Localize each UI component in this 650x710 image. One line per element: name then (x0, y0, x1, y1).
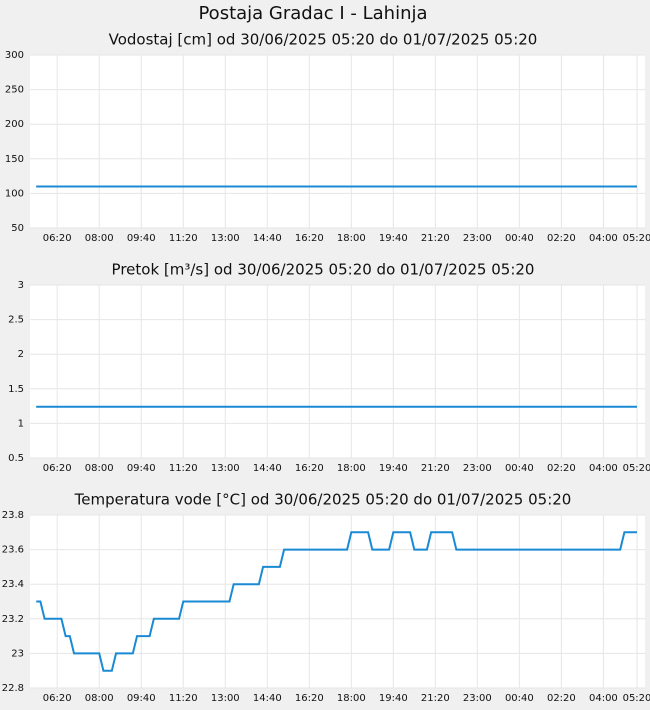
y-tick-label: 150 (5, 154, 24, 165)
x-tick-label: 06:20 (43, 463, 72, 474)
chart-title: Temperatura vode [°C] od 30/06/2025 05:2… (74, 491, 572, 509)
y-tick-label: 0.5 (8, 453, 24, 464)
y-tick-label: 50 (11, 223, 24, 234)
x-tick-label: 05:20 (623, 233, 650, 244)
x-tick-label: 06:20 (43, 693, 72, 704)
x-tick-label: 09:40 (127, 463, 156, 474)
y-tick-label: 3 (18, 280, 24, 291)
x-tick-label: 09:40 (127, 693, 156, 704)
x-tick-label: 23:00 (463, 463, 492, 474)
x-tick-label: 00:40 (505, 693, 534, 704)
x-tick-label: 04:00 (589, 693, 618, 704)
x-tick-label: 13:00 (211, 463, 240, 474)
x-tick-label: 21:20 (421, 693, 450, 704)
x-tick-label: 14:40 (253, 233, 282, 244)
x-tick-label: 11:20 (169, 463, 198, 474)
x-tick-label: 13:00 (211, 233, 240, 244)
y-tick-label: 1 (18, 418, 24, 429)
y-tick-label: 1.5 (8, 384, 24, 395)
y-tick-label: 300 (5, 50, 24, 61)
x-tick-label: 19:40 (379, 693, 408, 704)
x-tick-label: 09:40 (127, 233, 156, 244)
x-tick-label: 16:20 (295, 233, 324, 244)
x-tick-label: 16:20 (295, 463, 324, 474)
x-tick-label: 04:00 (589, 233, 618, 244)
x-tick-label: 19:40 (379, 463, 408, 474)
x-tick-label: 08:00 (85, 463, 114, 474)
x-tick-label: 05:20 (623, 463, 650, 474)
data-line (36, 531, 637, 672)
x-tick-label: 08:00 (85, 693, 114, 704)
y-tick-label: 22.8 (2, 683, 24, 694)
x-tick-label: 13:00 (211, 693, 240, 704)
y-tick-label: 23.2 (2, 614, 24, 625)
x-tick-label: 02:20 (547, 463, 576, 474)
x-tick-label: 04:00 (589, 463, 618, 474)
x-tick-label: 05:20 (623, 693, 650, 704)
x-tick-label: 02:20 (547, 233, 576, 244)
x-tick-label: 16:20 (295, 693, 324, 704)
x-tick-label: 08:00 (85, 233, 114, 244)
y-tick-label: 23 (11, 648, 24, 659)
y-tick-label: 23.8 (2, 510, 24, 521)
x-tick-label: 14:40 (253, 463, 282, 474)
y-tick-label: 250 (5, 85, 24, 96)
x-tick-label: 06:20 (43, 233, 72, 244)
x-tick-label: 19:40 (379, 233, 408, 244)
plot-area (30, 515, 645, 688)
y-tick-label: 23.4 (2, 579, 24, 590)
x-tick-label: 00:40 (505, 233, 534, 244)
plot-area (30, 285, 645, 458)
chart-title: Pretok [m³/s] od 30/06/2025 05:20 do 01/… (112, 261, 535, 279)
x-tick-label: 11:20 (169, 693, 198, 704)
x-tick-label: 18:00 (337, 463, 366, 474)
y-tick-label: 100 (5, 188, 24, 199)
x-tick-label: 14:40 (253, 693, 282, 704)
x-tick-label: 23:00 (463, 693, 492, 704)
x-tick-label: 00:40 (505, 463, 534, 474)
y-tick-label: 200 (5, 119, 24, 130)
y-tick-label: 2.5 (8, 315, 24, 326)
plot-area (30, 55, 645, 228)
x-tick-label: 11:20 (169, 233, 198, 244)
x-tick-label: 02:20 (547, 693, 576, 704)
x-tick-label: 18:00 (337, 693, 366, 704)
chart-title: Vodostaj [cm] od 30/06/2025 05:20 do 01/… (109, 31, 538, 49)
y-tick-label: 2 (18, 349, 24, 360)
x-tick-label: 21:20 (421, 233, 450, 244)
x-tick-label: 18:00 (337, 233, 366, 244)
x-tick-label: 21:20 (421, 463, 450, 474)
page-title: Postaja Gradac I - Lahinja (198, 3, 427, 24)
y-tick-label: 23.6 (2, 545, 24, 556)
x-tick-label: 23:00 (463, 233, 492, 244)
